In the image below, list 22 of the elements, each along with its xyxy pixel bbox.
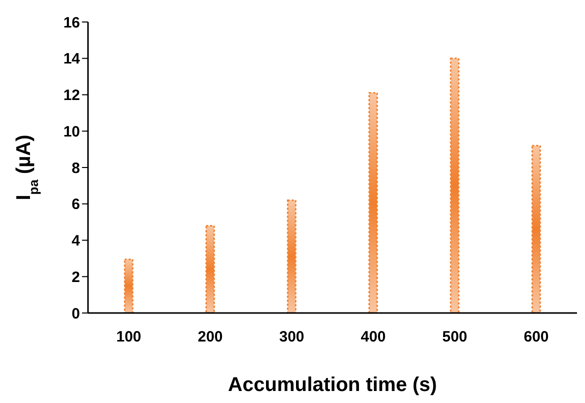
y-tick-label: 8	[72, 160, 80, 177]
y-tick-label: 2	[72, 268, 80, 286]
bar	[368, 92, 378, 313]
y-tick-label: 14	[63, 50, 81, 68]
bar	[450, 58, 460, 313]
bar	[124, 258, 134, 313]
y-tick-label: 4	[72, 232, 81, 250]
x-tick-label: 200	[198, 328, 223, 346]
x-axis-title: Accumulation time (s)	[228, 374, 437, 396]
x-tick-label: 100	[116, 328, 142, 346]
x-tick-label: 600	[524, 328, 549, 346]
bar	[531, 144, 541, 313]
bar	[286, 199, 296, 313]
y-tick-label: 12	[63, 87, 80, 104]
y-tick-label: 6	[72, 196, 80, 214]
x-tick-label: 400	[360, 328, 386, 346]
bar	[205, 224, 215, 313]
y-tick-label: 10	[63, 123, 80, 140]
x-tick-label: 500	[442, 328, 468, 346]
y-tick-label: 0	[72, 305, 80, 322]
y-tick-label: 16	[63, 14, 80, 32]
x-tick-label: 300	[279, 328, 304, 346]
